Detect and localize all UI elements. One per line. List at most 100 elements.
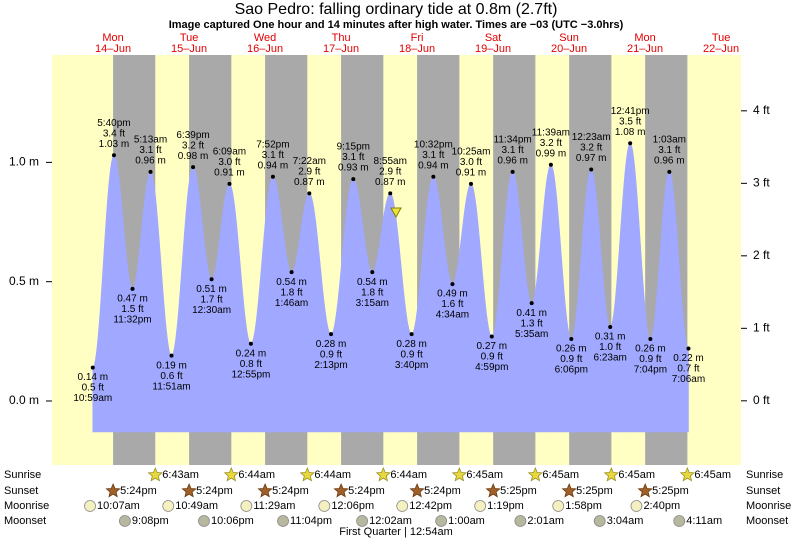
tide-label: 5:13am xyxy=(134,135,167,146)
tide-label: 0.91 m xyxy=(214,167,245,178)
tide-area xyxy=(650,171,670,433)
sun-icon xyxy=(223,466,240,482)
tide-label: 0.87 m xyxy=(294,177,325,188)
tide-label: 1:46am xyxy=(275,298,308,309)
tide-label: 10:25am xyxy=(452,146,491,157)
tide-label: 0.19 m xyxy=(156,360,187,371)
tide-label: 0.96 m xyxy=(497,156,528,167)
tide-label: 0.9 ft xyxy=(400,349,422,360)
tide-label: 11:39am xyxy=(532,127,570,138)
tide-area xyxy=(272,176,292,433)
tide-label: 0.26 m xyxy=(635,344,666,355)
sunrise-time: 6:43am xyxy=(162,469,199,481)
sun-icon xyxy=(561,482,577,498)
moonrise-time: 11:29am xyxy=(253,500,295,512)
tide-label: 0.94 m xyxy=(258,160,289,171)
tide-label: 0.22 m xyxy=(673,353,704,364)
tide-label: 0.27 m xyxy=(476,341,507,352)
tide-label: 0.96 m xyxy=(654,156,685,167)
tide-label: 0.7 ft xyxy=(677,364,699,375)
tide-label: 0.26 m xyxy=(556,344,587,355)
sun-icon xyxy=(181,482,197,498)
tide-label: 0.28 m xyxy=(316,339,347,350)
tide-area xyxy=(291,192,310,433)
sunrise-time: 6:45am xyxy=(542,469,579,481)
tide-label: 0.51 m xyxy=(196,284,227,295)
moonset-icon xyxy=(435,515,448,527)
tide-label: 0.49 m xyxy=(437,289,468,300)
tide-area xyxy=(411,176,434,433)
sun-icon xyxy=(451,466,467,482)
moonset-time: 3:04am xyxy=(607,515,644,527)
tide-label: 6:23am xyxy=(594,353,627,364)
tide-label: 2.9 ft xyxy=(379,167,401,178)
tide-label: 7:06am xyxy=(672,374,705,385)
y2-tick-label: 4 ft xyxy=(753,103,770,117)
day-date: 18–Jun xyxy=(399,43,435,55)
sun-icon xyxy=(603,466,619,482)
tide-point xyxy=(351,177,356,182)
tide-label: 3.1 ft xyxy=(502,145,524,156)
tide-area xyxy=(309,192,332,433)
tide-label: 11:34pm xyxy=(494,135,532,146)
tide-label: 0.47 m xyxy=(117,293,148,304)
day-weekday: Tue xyxy=(180,32,199,44)
tide-label: 0.98 m xyxy=(178,151,209,162)
tide-point xyxy=(628,141,633,146)
tide-label: 11:32pm xyxy=(113,314,151,325)
tide-label: 3.2 ft xyxy=(580,143,602,154)
tide-label: 2:13pm xyxy=(314,360,347,371)
tide-label: 3.2 ft xyxy=(182,140,204,151)
row-label-right: Moonset xyxy=(746,515,788,527)
tide-label: 0.31 m xyxy=(595,332,626,343)
tide-area xyxy=(352,178,373,433)
tide-label: 3:15am xyxy=(356,298,389,309)
tide-label: 3.1 ft xyxy=(342,152,364,163)
tide-label: 7:04pm xyxy=(634,365,667,376)
sun-icon xyxy=(637,482,653,498)
tide-point xyxy=(248,341,253,346)
row-label-right: Moonrise xyxy=(746,500,791,512)
sunrise-time: 6:45am xyxy=(618,469,655,481)
sunrise-time: 6:44am xyxy=(390,469,427,481)
tide-label: 7:22am xyxy=(293,156,326,167)
moonrise-time: 2:40pm xyxy=(643,500,680,512)
moonrise-icon xyxy=(318,500,331,512)
row-label-right: Sunrise xyxy=(746,469,783,481)
moonset-time: 11:04pm xyxy=(290,515,332,527)
tide-label: 0.96 m xyxy=(135,156,166,167)
sunrise-time: 6:45am xyxy=(694,469,731,481)
tide-point xyxy=(548,162,553,167)
tide-area xyxy=(150,171,172,433)
row-label-left: Moonrise xyxy=(4,500,49,512)
y2-tick-label: 0 ft xyxy=(753,393,770,407)
tide-label: 3.0 ft xyxy=(218,157,240,168)
y-tick-label: 0.5 m xyxy=(9,274,39,288)
foreground-layer: 0.0 m0.5 m1.0 m0 ft1 ft2 ft3 ft4 ftMon14… xyxy=(4,32,791,527)
tide-area xyxy=(229,183,252,433)
tide-label: 0.54 m xyxy=(276,277,307,288)
tide-label: 5:40pm xyxy=(97,118,130,129)
tide-label: 10:32pm xyxy=(414,139,453,150)
y2-tick-label: 2 ft xyxy=(753,248,770,262)
sun-icon xyxy=(527,466,543,482)
tide-label: 0.28 m xyxy=(396,339,427,350)
tide-point xyxy=(468,181,473,186)
moonrise-icon xyxy=(240,500,253,512)
sunrise-time: 6:45am xyxy=(466,469,503,481)
day-date: 19–Jun xyxy=(475,43,511,55)
moonset-icon xyxy=(356,515,369,527)
tide-label: 1.08 m xyxy=(615,127,646,138)
sunset-time: 5:25pm xyxy=(500,485,537,497)
tide-point xyxy=(370,270,375,275)
tide-label: 7:52pm xyxy=(256,139,289,150)
tide-point xyxy=(227,181,232,186)
tide-area xyxy=(330,178,354,433)
tide-label: 1.7 ft xyxy=(200,294,222,305)
day-date: 21–Jun xyxy=(627,43,663,55)
tide-point xyxy=(90,365,95,370)
moonset-icon xyxy=(593,515,606,527)
tide-point xyxy=(270,174,275,179)
sunset-time: 5:24pm xyxy=(196,485,233,497)
